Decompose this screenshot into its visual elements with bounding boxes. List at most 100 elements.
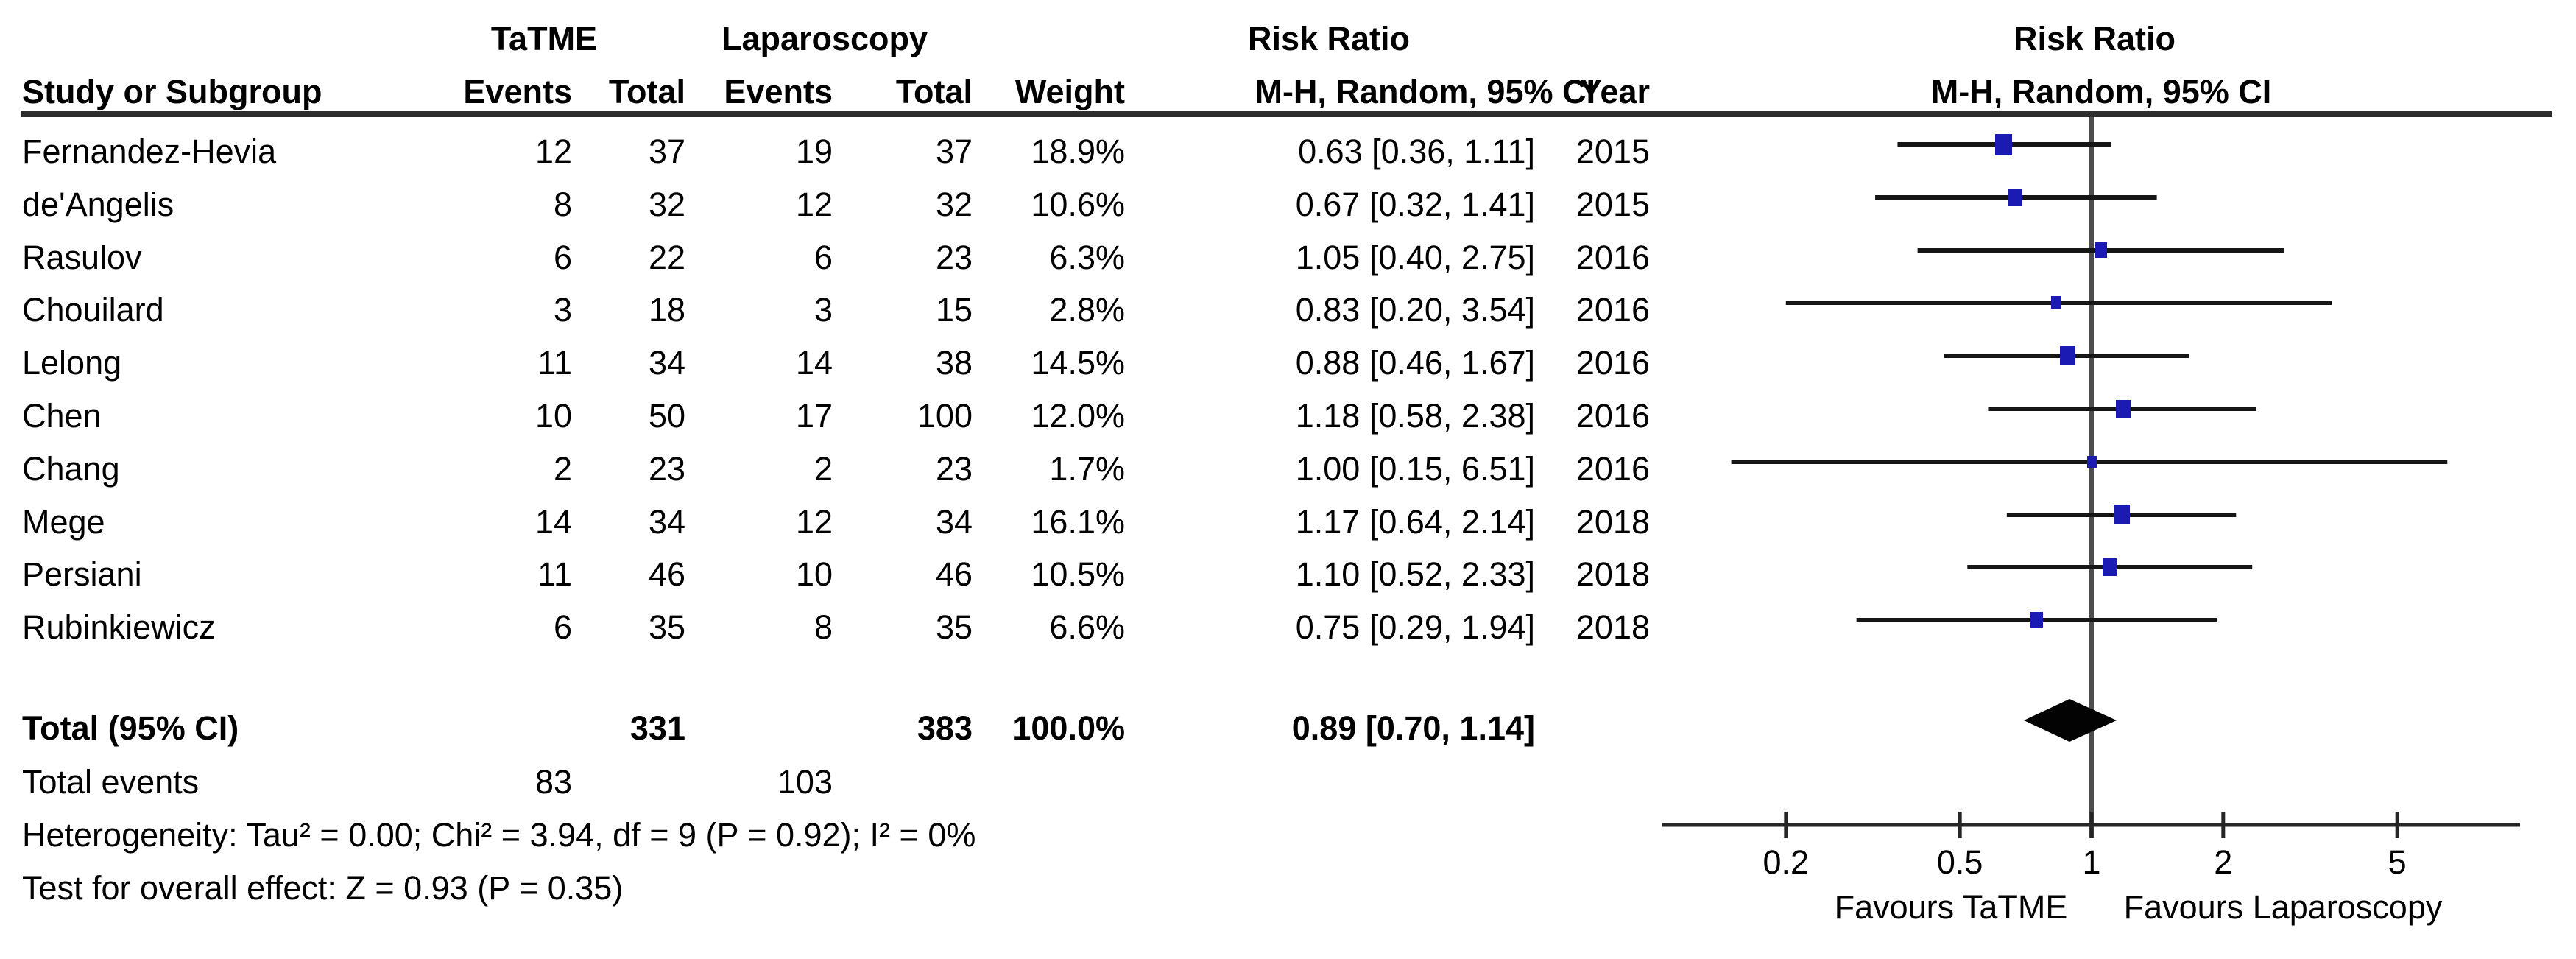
total-tatme-n: 331 (629, 709, 685, 747)
effect-marker (2114, 505, 2130, 524)
weight-value: 1.7% (1049, 450, 1125, 488)
tatme-total-value: 22 (648, 239, 685, 276)
tatme-total-value: 34 (648, 503, 685, 541)
study-name: Chen (22, 397, 102, 435)
heterogeneity-note: Heterogeneity: Tau² = 0.00; Chi² = 3.94,… (22, 816, 976, 854)
risk-ratio-ci-value: 1.10 [0.52, 2.33] (1295, 555, 1535, 593)
lap-events-value: 3 (814, 291, 833, 329)
effect-marker (2103, 558, 2117, 576)
risk-ratio-ci-value: 0.67 [0.32, 1.41] (1295, 186, 1535, 223)
lap-total-value: 15 (935, 291, 973, 329)
x-axis-tick-label: 1 (2082, 843, 2100, 881)
col-header-mh-ci-plot: M-H, Random, 95% CI (1930, 73, 2272, 110)
favours-left-label: Favours TaTME (1834, 888, 2068, 926)
tatme-events-value: 6 (553, 608, 572, 646)
total-events-tatme: 83 (534, 763, 572, 801)
tatme-events-value: 12 (534, 133, 572, 170)
effect-marker (1995, 134, 2012, 155)
overall-effect-note: Test for overall effect: Z = 0.93 (P = 0… (22, 869, 624, 907)
lap-events-value: 17 (795, 397, 833, 435)
group-header-risk-ratio-table: Risk Ratio (1247, 20, 1411, 57)
weight-value: 6.3% (1049, 239, 1125, 276)
lap-total-value: 35 (935, 608, 973, 646)
col-header-year: Year (1579, 73, 1650, 110)
weight-value: 14.5% (1031, 344, 1125, 382)
effect-marker (2095, 242, 2107, 258)
total-diamond (2024, 699, 2117, 742)
tatme-total-value: 32 (648, 186, 685, 223)
col-header-total-lap: Total (895, 73, 973, 110)
risk-ratio-ci-value: 1.00 [0.15, 6.51] (1295, 450, 1535, 488)
effect-marker (2008, 189, 2022, 206)
weight-value: 6.6% (1049, 608, 1125, 646)
col-header-weight: Weight (1014, 73, 1125, 110)
risk-ratio-ci-value: 1.18 [0.58, 2.38] (1295, 397, 1535, 435)
weight-value: 16.1% (1031, 503, 1125, 541)
lap-total-value: 46 (935, 555, 973, 593)
year-value: 2016 (1575, 450, 1650, 488)
weight-value: 2.8% (1049, 291, 1125, 329)
weight-value: 10.5% (1031, 555, 1125, 593)
year-value: 2016 (1575, 239, 1650, 276)
lap-events-value: 12 (795, 503, 833, 541)
year-value: 2016 (1575, 397, 1650, 435)
group-header-tatme: TaTME (490, 20, 598, 57)
col-header-total-tatme: Total (608, 73, 685, 110)
header-rule (21, 111, 2552, 117)
col-header-mh-ci: M-H, Random, 95% CI (1255, 73, 1595, 110)
risk-ratio-ci-value: 1.17 [0.64, 2.14] (1295, 503, 1535, 541)
group-header-laparoscopy: Laparoscopy (721, 20, 928, 57)
study-name: Fernandez-Hevia (22, 133, 277, 170)
lap-events-value: 10 (795, 555, 833, 593)
weight-value: 12.0% (1031, 397, 1125, 435)
total-row-label: Total (95% CI) (22, 709, 239, 747)
year-value: 2018 (1575, 555, 1650, 593)
x-axis-tick-label: 2 (2214, 843, 2232, 881)
lap-total-value: 100 (917, 397, 973, 435)
tatme-events-value: 11 (537, 555, 572, 593)
study-name: Rubinkiewicz (22, 608, 216, 646)
lap-total-value: 23 (935, 239, 973, 276)
tatme-events-value: 8 (553, 186, 572, 223)
study-name: Persiani (22, 555, 142, 593)
x-axis-tick-label: 0.5 (1937, 843, 1983, 881)
year-value: 2015 (1575, 133, 1650, 170)
study-name: Rasulov (22, 239, 142, 276)
lap-events-value: 12 (795, 186, 833, 223)
lap-events-value: 8 (814, 608, 833, 646)
year-value: 2015 (1575, 186, 1650, 223)
x-axis-tick-label: 5 (2388, 843, 2407, 881)
tatme-events-value: 3 (553, 291, 572, 329)
year-value: 2016 (1575, 344, 1650, 382)
total-events-lap: 103 (777, 763, 833, 801)
weight-value: 18.9% (1031, 133, 1125, 170)
lap-events-value: 2 (814, 450, 833, 488)
effect-marker (2030, 612, 2043, 628)
total-events-label: Total events (22, 763, 200, 801)
tatme-events-value: 14 (534, 503, 572, 541)
study-name: de'Angelis (22, 186, 174, 223)
lap-events-value: 6 (814, 239, 833, 276)
study-name: Lelong (22, 344, 122, 382)
year-value: 2018 (1575, 503, 1650, 541)
x-axis-tick-label: 0.2 (1763, 843, 1810, 881)
lap-total-value: 23 (935, 450, 973, 488)
tatme-total-value: 34 (648, 344, 685, 382)
effect-marker (2051, 296, 2061, 309)
weight-value: 10.6% (1031, 186, 1125, 223)
favours-right-label: Favours Laparoscopy (2123, 888, 2443, 926)
year-value: 2016 (1575, 291, 1650, 329)
effect-marker (2060, 346, 2075, 365)
risk-ratio-ci-value: 1.05 [0.40, 2.75] (1295, 239, 1535, 276)
lap-total-value: 32 (935, 186, 973, 223)
col-header-study: Study or Subgroup (22, 73, 322, 110)
lap-total-value: 37 (935, 133, 973, 170)
tatme-total-value: 35 (648, 608, 685, 646)
group-header-risk-ratio-plot: Risk Ratio (2013, 20, 2176, 57)
risk-ratio-ci-value: 0.63 [0.36, 1.11] (1298, 133, 1535, 170)
tatme-total-value: 50 (648, 397, 685, 435)
effect-marker (2087, 456, 2097, 468)
effect-marker (2116, 400, 2131, 418)
